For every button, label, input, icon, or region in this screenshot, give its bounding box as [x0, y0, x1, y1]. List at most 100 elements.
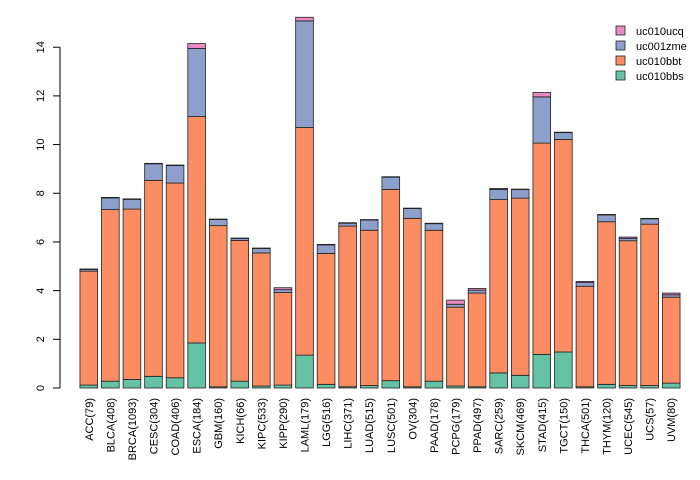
bar-segment-uc010bbt	[403, 217, 422, 388]
legend-label: uc010ucq	[636, 26, 684, 38]
legend-swatch-uc001zme	[615, 40, 626, 51]
legend-swatch-uc010ucq	[615, 25, 626, 36]
bar-segment-uc010bbs	[381, 380, 401, 389]
bar-segment-uc001zme	[597, 214, 616, 223]
bar-segment-uc010bbs	[532, 354, 552, 389]
bar-segment-uc010bbs	[187, 342, 206, 389]
bar-stack	[446, 299, 465, 389]
bar-stack	[338, 222, 357, 389]
bar-segment-uc001zme	[144, 163, 163, 181]
bar-segment-uc010bbs	[101, 380, 120, 389]
y-axis: 0 2 4 6 8 10 12 14	[35, 41, 61, 391]
bar-segment-uc010ucq	[273, 287, 293, 291]
bar-stack	[661, 292, 681, 389]
bar-segment-uc010ucq	[446, 299, 465, 305]
x-tick-label: STAD(415)	[537, 398, 549, 452]
x-tick-label: UVM(80)	[666, 398, 678, 442]
y-tick-label: 2	[35, 336, 47, 342]
legend: uc010ucq uc001zme uc010bbt uc010bbs	[615, 25, 687, 83]
bar-segment-uc010bbt	[208, 225, 228, 388]
bar-segment-uc001zme	[510, 189, 530, 199]
bar-segment-uc010ucq	[295, 16, 314, 22]
bar-segment-uc001zme	[424, 223, 444, 231]
bar-stack	[273, 287, 293, 389]
x-tick-label: COAD(406)	[170, 398, 182, 455]
bar-segment-uc010bbt	[316, 252, 336, 385]
bar-stack	[295, 16, 314, 389]
bar-segment-uc001zme	[575, 282, 595, 287]
bar-segment-uc001zme	[208, 219, 228, 227]
bar-segment-uc001zme	[532, 96, 552, 144]
bar-segment-uc010bbt	[640, 223, 659, 386]
bar-segment-uc010bbt	[230, 240, 250, 382]
bar-segment-uc010bbs	[144, 375, 163, 389]
y-tick-label: 10	[35, 138, 47, 150]
legend-swatch-uc010bbs	[615, 70, 626, 81]
legend-label: uc010bbs	[636, 71, 684, 83]
x-tick-label: THCA(501)	[580, 398, 592, 454]
x-tick-label: LUSC(501)	[386, 398, 398, 453]
bar-stack	[230, 237, 250, 389]
x-tick-label: UCEC(545)	[623, 398, 635, 455]
x-tick-label: TGCT(150)	[558, 398, 570, 454]
bar-segment-uc010bbt	[381, 188, 401, 382]
bar-stack	[640, 217, 659, 389]
bar-stack	[144, 162, 163, 389]
bar-segment-uc010bbs	[230, 380, 250, 389]
bar-segment-uc010bbs	[79, 384, 99, 389]
bar-segment-uc010bbt	[295, 127, 314, 356]
bar-stack	[101, 197, 120, 389]
x-tick-label: THYM(120)	[602, 398, 614, 455]
x-tick-label: OV(304)	[407, 398, 419, 440]
bar-segment-uc010bbt	[122, 208, 142, 380]
bar-segment-uc010bbt	[575, 285, 595, 388]
legend-label: uc001zme	[636, 41, 687, 53]
bar-segment-uc010ucq	[532, 92, 552, 98]
x-tick-label: PCPG(179)	[451, 398, 463, 455]
x-tick-label: LUAD(515)	[364, 398, 376, 453]
bar-stack	[510, 188, 530, 389]
bar-segment-uc010bbt	[165, 182, 185, 379]
bar-segment-uc010bbt	[359, 229, 379, 386]
bar-segment-uc010bbt	[489, 199, 508, 374]
bar-segment-uc001zme	[446, 303, 465, 308]
bar-segment-uc010bbt	[467, 292, 487, 388]
bar-stack	[532, 92, 552, 389]
bar-segment-uc010bbt	[510, 197, 530, 376]
bar-stack	[575, 280, 595, 389]
legend-swatch-uc010bbt	[615, 55, 626, 66]
bar-segment-uc010ucq	[187, 43, 206, 49]
bar-segment-uc001zme	[403, 208, 422, 219]
bar-stack	[489, 187, 508, 389]
bar-segment-uc010bbt	[252, 252, 271, 387]
bar-stack	[467, 288, 487, 389]
bar-segment-uc010bbs	[661, 382, 681, 389]
bar-stack	[122, 198, 142, 389]
bar-stack	[618, 236, 638, 389]
bar-segment-uc010ucq	[575, 280, 595, 283]
bar-segment-uc010bbt	[446, 306, 465, 387]
bars-group	[79, 16, 681, 389]
legend-label: uc010bbt	[636, 56, 681, 68]
x-tick-label: PPAD(497)	[472, 398, 484, 453]
x-tick-label: KIPP(290)	[278, 398, 290, 449]
bar-stack	[381, 176, 401, 389]
bar-segment-uc010bbt	[79, 270, 99, 386]
y-tick-label: 12	[35, 90, 47, 102]
x-tick-label: CESC(304)	[149, 398, 161, 454]
y-tick-label: 6	[35, 239, 47, 245]
bar-segment-uc001zme	[338, 222, 357, 227]
bar-segment-uc010bbt	[144, 179, 163, 377]
x-tick-label: ESCA(184)	[192, 398, 204, 454]
bar-stack	[424, 222, 444, 389]
bar-segment-uc001zme	[554, 132, 573, 140]
y-tick-label: 14	[35, 41, 47, 53]
x-tick-label: PAAD(178)	[429, 398, 441, 453]
bar-segment-uc010bbs	[489, 372, 508, 389]
bar-segment-uc001zme	[640, 218, 659, 225]
bar-segment-uc001zme	[252, 248, 271, 254]
bar-stack	[252, 247, 271, 389]
bar-stack	[359, 219, 379, 389]
